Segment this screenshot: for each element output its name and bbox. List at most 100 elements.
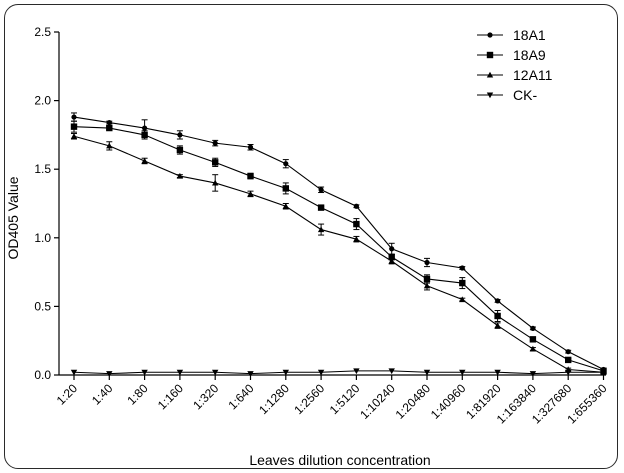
x-tick-label: 1:20	[54, 381, 81, 408]
x-axis-title: Leaves dilution concentration	[249, 452, 430, 468]
y-tick-label: 2.5	[34, 25, 51, 39]
y-tick-label: 2.0	[34, 94, 51, 108]
data-point	[141, 369, 148, 376]
data-point	[212, 369, 219, 376]
data-point	[283, 161, 289, 167]
legend-marker	[487, 32, 493, 38]
x-tick-label: 1:20480	[393, 381, 434, 422]
y-tick-label: 0.5	[34, 299, 51, 313]
chart-frame	[4, 4, 618, 469]
data-point	[317, 369, 325, 376]
data-point	[176, 172, 184, 179]
x-tick-label: 1:1280	[256, 381, 292, 417]
series-line	[73, 370, 604, 375]
data-point	[212, 159, 219, 166]
data-point	[247, 371, 254, 377]
data-point	[317, 226, 325, 233]
data-point	[424, 259, 430, 266]
x-tick-label: 1:80	[124, 381, 151, 408]
data-point	[459, 369, 466, 376]
series-line	[73, 135, 604, 373]
data-point	[176, 369, 184, 376]
data-point	[495, 298, 501, 304]
series-18A9	[70, 120, 607, 375]
data-point	[176, 146, 184, 154]
series-line	[73, 116, 604, 371]
data-point	[353, 220, 360, 228]
data-point	[212, 140, 218, 146]
axes	[58, 32, 606, 376]
data-point	[459, 279, 466, 287]
data-point	[212, 179, 219, 186]
data-point	[282, 203, 289, 209]
data-point	[600, 369, 607, 376]
legend-item: 12A11	[477, 67, 553, 83]
data-point	[106, 124, 113, 132]
x-ticks: 1:20 1:40 1:80 1:160 1:320 1:640 1:1280 1:2560 1…	[54, 375, 610, 427]
series-CK-	[70, 368, 607, 377]
y-axis-title: OD405 Value	[5, 176, 21, 259]
data-point	[106, 142, 113, 149]
data-point	[459, 296, 466, 303]
data-point	[388, 253, 395, 261]
data-point	[423, 275, 431, 283]
data-point	[141, 131, 148, 139]
legend-item: 18A9	[477, 47, 546, 63]
x-tick-label: 1:40960	[428, 381, 469, 422]
data-point	[529, 371, 537, 377]
legend-marker	[486, 92, 494, 99]
data-point	[388, 257, 395, 264]
data-point	[529, 336, 537, 343]
data-point	[353, 235, 360, 242]
legend-marker	[486, 51, 494, 59]
data-point	[423, 282, 431, 289]
data-point	[459, 265, 465, 271]
x-tick-label: 1:10240	[357, 381, 398, 422]
series-18A1	[71, 112, 607, 373]
legend-label: 18A9	[513, 47, 546, 63]
data-point	[70, 123, 78, 130]
y-ticks: 0.0 0.5 1.0 1.5 2.0 2.5	[34, 25, 59, 382]
series-layer	[70, 112, 607, 377]
x-tick-label: 1:40	[89, 381, 116, 408]
data-point	[353, 368, 360, 375]
data-point	[106, 119, 112, 126]
data-point	[141, 157, 148, 164]
legend-label: 18A1	[513, 27, 546, 43]
x-tick-label: 1:2560	[291, 381, 327, 417]
data-point	[565, 349, 571, 355]
data-point	[529, 345, 537, 352]
data-point	[142, 125, 148, 131]
x-tick-label: 1:320	[190, 381, 221, 412]
data-point	[282, 369, 289, 376]
data-point	[423, 369, 431, 376]
legend: 18A1 18A9 12A11 CK-	[477, 27, 553, 103]
x-tick-label: 1:655360	[564, 381, 610, 427]
y-tick-label: 1.5	[34, 162, 51, 176]
data-point	[494, 369, 501, 376]
legend-item: CK-	[477, 87, 537, 103]
data-point	[71, 114, 77, 120]
data-point	[282, 185, 289, 192]
legend-marker	[486, 71, 494, 78]
data-point	[247, 172, 254, 180]
series-line	[73, 126, 604, 372]
data-point	[494, 312, 501, 320]
data-point	[247, 190, 254, 197]
data-point	[70, 133, 78, 139]
series-12A11	[70, 133, 607, 375]
data-point	[530, 325, 536, 331]
data-point	[318, 187, 324, 193]
data-point	[177, 132, 183, 138]
data-point	[389, 246, 395, 252]
y-tick-label: 1.0	[34, 231, 51, 245]
x-tick-label: 1:160	[155, 381, 186, 412]
data-point	[565, 369, 572, 376]
data-point	[353, 203, 359, 209]
data-point	[388, 368, 395, 375]
y-tick-label: 0.0	[34, 368, 51, 382]
data-point	[494, 322, 501, 329]
x-tick-label: 1:640	[225, 381, 256, 412]
data-point	[565, 356, 572, 364]
